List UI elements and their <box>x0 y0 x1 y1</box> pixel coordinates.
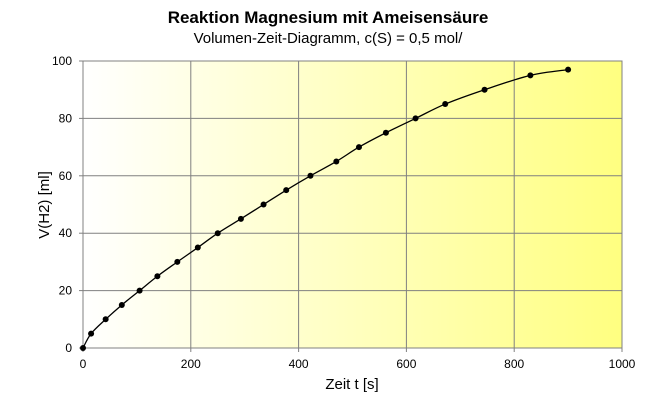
y-tick-label: 40 <box>59 226 73 240</box>
data-point <box>118 301 125 308</box>
x-tick-label: 1000 <box>609 357 636 371</box>
y-tick-label: 100 <box>52 54 72 68</box>
data-point <box>355 144 362 151</box>
data-point <box>174 258 181 265</box>
y-tick-label: 60 <box>59 169 73 183</box>
grid-lines <box>83 61 622 348</box>
data-series <box>80 66 572 351</box>
data-point <box>307 172 314 179</box>
x-tick-label: 400 <box>289 357 309 371</box>
x-tick-label: 200 <box>181 357 201 371</box>
plot-border <box>82 60 623 349</box>
x-tick-label: 800 <box>504 357 524 371</box>
y-tick-label: 0 <box>65 341 72 355</box>
data-point <box>102 316 109 323</box>
chart-title: Reaktion Magnesium mit Ameisensäure <box>168 8 489 27</box>
chart-subtitle: Volumen-Zeit-Diagramm, c(S) = 0,5 mol/ <box>194 30 464 47</box>
data-point <box>80 345 86 351</box>
y-tick-label: 80 <box>59 111 73 125</box>
data-point <box>442 101 449 108</box>
data-point <box>412 115 419 122</box>
x-tick-label: 600 <box>396 357 416 371</box>
data-point <box>214 230 221 237</box>
data-point <box>283 187 290 194</box>
data-point <box>88 330 95 337</box>
data-point <box>194 244 201 251</box>
data-point <box>136 287 143 294</box>
x-axis-label: Zeit t [s] <box>325 376 378 393</box>
y-tick-label: 20 <box>59 284 73 298</box>
data-point <box>333 158 340 165</box>
x-tick-label: 0 <box>80 357 87 371</box>
data-point <box>565 66 572 73</box>
axis-ticks: 0 200 400 600 800 1000 0 20 40 60 80 100 <box>52 54 636 371</box>
y-axis-label: V(H2) [ml] <box>36 171 53 239</box>
data-point <box>382 129 389 136</box>
plot-area <box>83 61 622 348</box>
data-point <box>237 215 244 222</box>
data-point <box>260 201 267 208</box>
data-point <box>527 72 534 79</box>
data-point <box>481 86 488 93</box>
data-point <box>154 273 161 280</box>
